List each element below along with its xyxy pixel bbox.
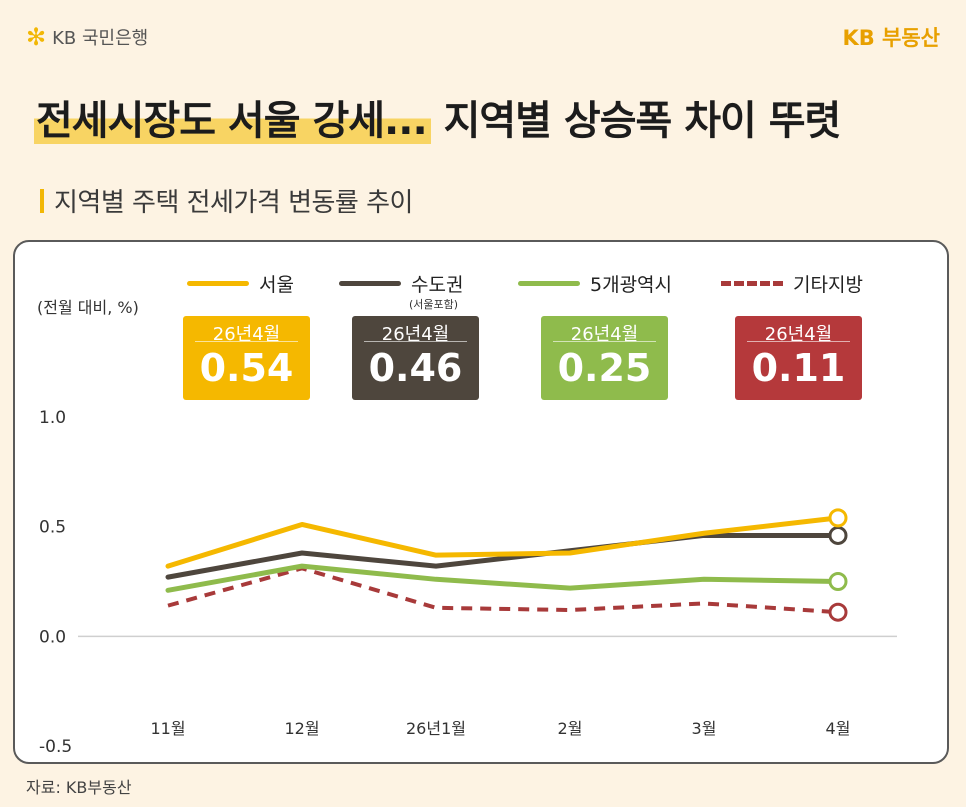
badge-capital-label: 26년4월 xyxy=(364,316,467,345)
bank-brand: ✻ KB 국민은행 xyxy=(26,24,148,50)
series-line-3 xyxy=(167,566,839,615)
kb-real-estate-brand: KB 부동산 xyxy=(842,26,940,50)
y-tick-label: 0.5 xyxy=(39,518,66,538)
badge-other-value: 0.11 xyxy=(751,346,846,390)
headline-highlight: 전세시장도 서울 강세... xyxy=(34,98,431,144)
series-end-point-3 xyxy=(828,602,848,622)
kb-star-icon: ✻ xyxy=(26,23,47,51)
y-tick-label: 1.0 xyxy=(39,408,66,428)
series-end-point-2 xyxy=(828,572,848,591)
badge-other-label: 26년4월 xyxy=(747,316,850,345)
legend-line-metro xyxy=(518,281,580,286)
subtitle-accent-bar xyxy=(40,188,44,213)
badge-metro-value: 0.25 xyxy=(557,346,652,390)
page-title: 전세시장도 서울 강세... 지역별 상승폭 차이 뚜렷 xyxy=(34,88,842,146)
legend-line-other xyxy=(721,281,783,286)
legend-capital: 수도권 xyxy=(339,270,463,297)
badge-other: 26년4월 0.11 xyxy=(735,316,862,400)
legend-line-seoul xyxy=(187,281,249,286)
y-tick-label: -0.5 xyxy=(39,737,72,757)
line-chart: 1.0 0.5 0.0 -0.5 11월 12월 26년1월 2월 3월 4월 xyxy=(39,408,897,757)
badge-capital: 26년4월 0.46 xyxy=(352,316,479,400)
legend-sub-capital: (서울포함) xyxy=(409,298,459,311)
bank-brand-label: KB 국민은행 xyxy=(52,28,149,49)
badge-capital-value: 0.46 xyxy=(368,346,463,390)
badge-metro: 26년4월 0.25 xyxy=(541,316,668,400)
series-end-point-1 xyxy=(828,525,848,545)
legend-other: 기타지방 xyxy=(721,270,863,297)
subtitle-text: 지역별 주택 전세가격 변동률 추이 xyxy=(54,188,413,218)
x-tick-label: 2월 xyxy=(558,719,583,738)
x-tick-label: 11월 xyxy=(150,719,185,738)
legend-seoul: 서울 xyxy=(187,270,294,297)
legend-metro: 5개광역시 xyxy=(518,270,672,297)
legend-label-metro: 5개광역시 xyxy=(590,274,673,296)
x-tick-label: 26년1월 xyxy=(406,719,466,738)
badge-seoul: 26년4월 0.54 xyxy=(183,316,310,400)
x-tick-label: 4월 xyxy=(826,719,851,738)
series-line-1 xyxy=(165,532,841,580)
legend-line-capital xyxy=(339,281,401,286)
badge-seoul-label: 26년4월 xyxy=(195,316,298,345)
legend-label-capital: 수도권 xyxy=(411,274,464,296)
x-tick-label: 12월 xyxy=(284,719,319,738)
source-note: 자료: KB부동산 xyxy=(26,778,132,797)
chart-card: (전월 대비, %) 서울 수도권 (서울포함) 5개광역시 기타지방 26년4… xyxy=(13,240,949,764)
series-line-0 xyxy=(165,515,841,569)
series-end-point-0 xyxy=(828,508,848,528)
legend-label-other: 기타지방 xyxy=(793,274,863,296)
x-tick-label: 3월 xyxy=(692,719,717,738)
legend-label-seoul: 서울 xyxy=(259,274,294,296)
y-tick-label: 0.0 xyxy=(39,627,66,647)
series-line-2 xyxy=(165,563,841,593)
badge-metro-label: 26년4월 xyxy=(553,316,656,345)
y-axis-unit-label: (전월 대비, %) xyxy=(37,298,139,317)
badge-seoul-value: 0.54 xyxy=(199,346,294,390)
headline-rest: 지역별 상승폭 차이 뚜렷 xyxy=(443,98,842,144)
chart-subtitle: 지역별 주택 전세가격 변동률 추이 xyxy=(40,182,413,219)
